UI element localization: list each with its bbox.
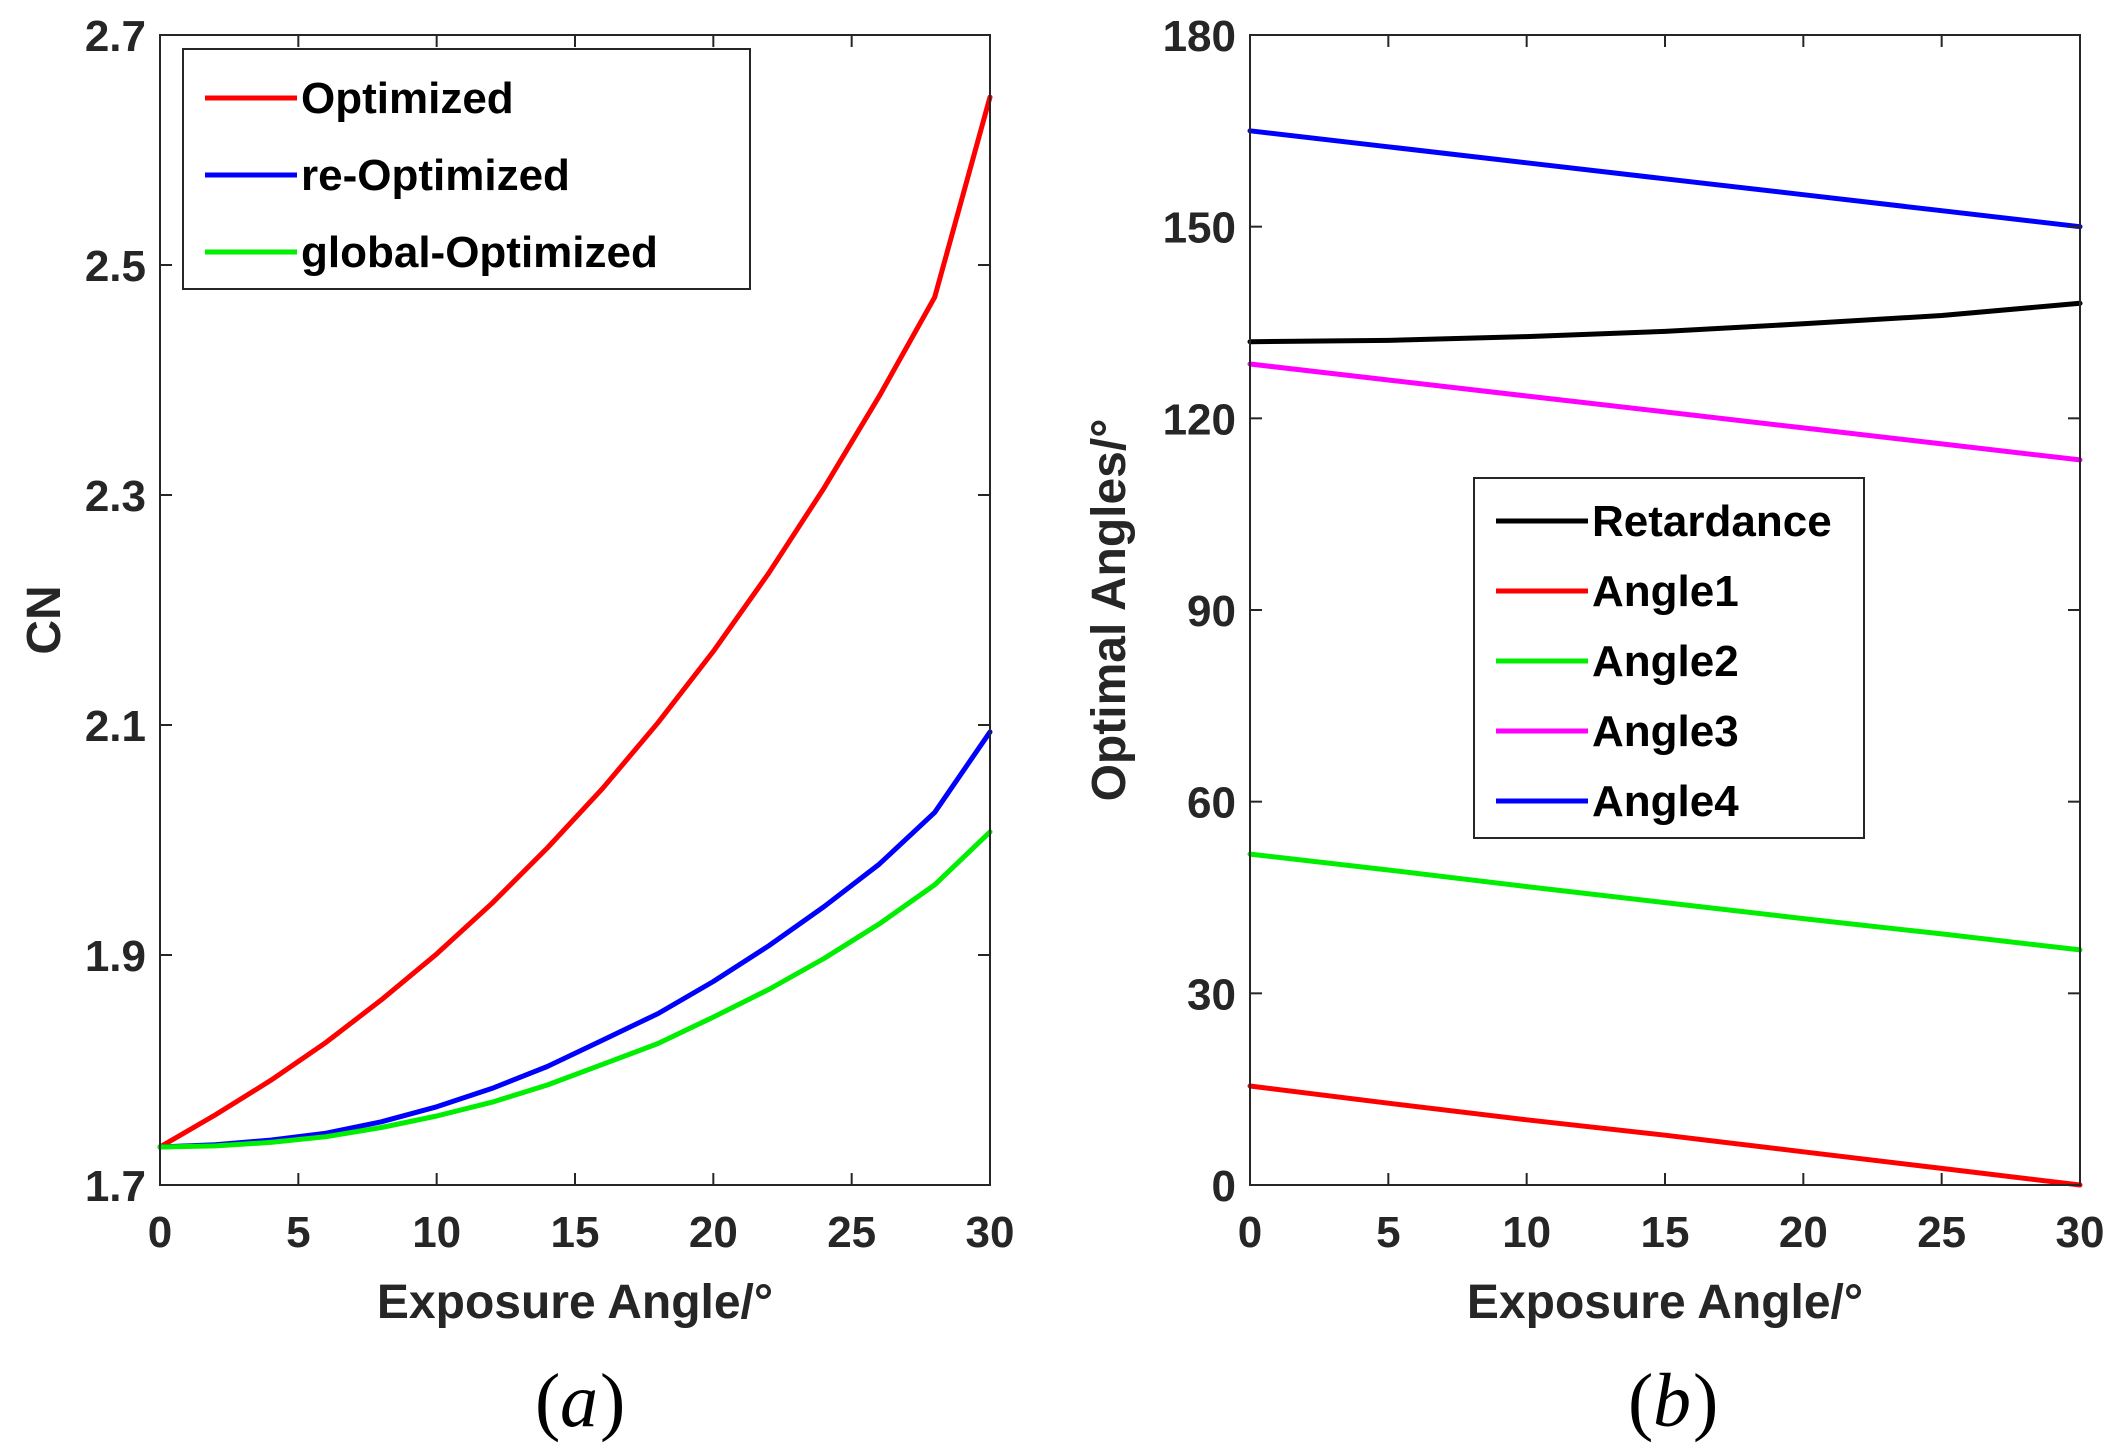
panel-b-caption-open: ( bbox=[1628, 1359, 1653, 1443]
panel-b-legend-label: Angle1 bbox=[1592, 567, 1739, 616]
panel-b-series-angle1 bbox=[1247, 1083, 2083, 1188]
panel-b-legend: Retardance Angle1 Angle2 Angle3 Angle4 bbox=[1473, 477, 1865, 839]
panel-b-y-tick-label: 90 bbox=[1187, 587, 1236, 636]
panel-b-x-tick-label: 0 bbox=[1238, 1208, 1262, 1257]
panel-b-x-tick-label: 10 bbox=[1502, 1208, 1551, 1257]
panel-b-x-axis-label: Exposure Angle/° bbox=[1467, 1276, 1863, 1329]
panel-a-y-tick-label: 2.5 bbox=[85, 242, 146, 291]
panel-a-y-tick-label: 1.9 bbox=[85, 932, 146, 981]
panel-a-series-optimized bbox=[157, 94, 993, 1150]
panel-a-chart: 0 5 10 15 20 25 30 1.7 1.9 2.1 2.3 2.5 2.7 Exposure … bbox=[18, 12, 1014, 1443]
panel-a-legend-label: global-Optimized bbox=[301, 228, 658, 277]
panel-a-x-tick-label: 30 bbox=[966, 1208, 1015, 1257]
panel-b-y-tick-label: 30 bbox=[1187, 970, 1236, 1019]
panel-b-caption-letter: b bbox=[1653, 1359, 1691, 1443]
panel-b-y-tick-label: 60 bbox=[1187, 779, 1236, 828]
panel-a-caption: ( a ) bbox=[535, 1359, 625, 1443]
panel-b-ticks: 0 5 10 15 20 25 30 0 30 60 90 120 150 180 bbox=[1163, 12, 2105, 1257]
panel-b-series-angle4 bbox=[1247, 128, 2083, 230]
panel-b-series-angle3 bbox=[1247, 361, 2083, 463]
panel-b-legend-box bbox=[1473, 477, 1865, 839]
panel-b-legend-label: Angle3 bbox=[1592, 707, 1739, 756]
panel-a-x-axis-label: Exposure Angle/° bbox=[377, 1276, 773, 1329]
panel-a-y-tick-label: 2.7 bbox=[85, 12, 146, 61]
panel-a-y-tick-label: 1.7 bbox=[85, 1162, 146, 1211]
panel-a-y-axis-label: CN bbox=[18, 585, 71, 654]
panel-b-caption: ( b ) bbox=[1628, 1359, 1718, 1443]
panel-b-x-tick-label: 5 bbox=[1376, 1208, 1400, 1257]
panel-a-series-group bbox=[157, 94, 993, 1150]
panel-a-x-tick-label: 10 bbox=[412, 1208, 461, 1257]
panel-a-legend-box bbox=[182, 48, 751, 290]
panel-b-y-axis-label: Optimal Angles/° bbox=[1083, 419, 1136, 802]
panel-b-x-tick-label: 20 bbox=[1779, 1208, 1828, 1257]
panel-b-y-tick-label: 180 bbox=[1163, 12, 1236, 61]
panel-a-series-re-optimized bbox=[157, 729, 993, 1150]
panel-a-x-tick-label: 25 bbox=[827, 1208, 876, 1257]
panel-a-x-tick-label: 5 bbox=[286, 1208, 310, 1257]
panel-a-legend-label: Optimized bbox=[301, 74, 514, 123]
panel-a-caption-letter: a bbox=[560, 1359, 598, 1443]
panel-a-y-tick-label: 2.3 bbox=[85, 472, 146, 521]
panel-b-legend-label: Angle4 bbox=[1592, 777, 1739, 826]
panel-a-legend: Optimized re-Optimized global-Optimized bbox=[182, 48, 751, 290]
panel-b-y-tick-label: 150 bbox=[1163, 204, 1236, 253]
panel-a-caption-open: ( bbox=[535, 1359, 560, 1443]
panel-b-caption-close: ) bbox=[1693, 1359, 1718, 1443]
panel-b-x-tick-label: 25 bbox=[1917, 1208, 1966, 1257]
panel-a-caption-close: ) bbox=[600, 1359, 625, 1443]
panel-b-y-tick-label: 120 bbox=[1163, 395, 1236, 444]
panel-a-legend-label: re-Optimized bbox=[301, 151, 570, 200]
panel-b-legend-label: Angle2 bbox=[1592, 637, 1739, 686]
panel-b-x-tick-label: 15 bbox=[1641, 1208, 1690, 1257]
panel-b-series-retardance bbox=[1247, 300, 2083, 345]
panel-b-y-tick-label: 0 bbox=[1212, 1162, 1236, 1211]
panel-a-ticks: 0 5 10 15 20 25 30 1.7 1.9 2.1 2.3 2.5 2.7 bbox=[85, 12, 1015, 1257]
panel-a-x-tick-label: 0 bbox=[148, 1208, 172, 1257]
panel-b-legend-label: Retardance bbox=[1592, 497, 1832, 546]
panel-a-y-tick-label: 2.1 bbox=[85, 702, 146, 751]
panel-a-x-tick-label: 15 bbox=[551, 1208, 600, 1257]
panel-b-series-group bbox=[1247, 128, 2083, 1188]
panel-a-series-global-optimized bbox=[157, 829, 993, 1150]
panel-a-x-tick-label: 20 bbox=[689, 1208, 738, 1257]
panel-b-chart: 0 5 10 15 20 25 30 0 30 60 90 120 150 180 Exposure An… bbox=[1083, 12, 2104, 1443]
panel-b-x-tick-label: 30 bbox=[2056, 1208, 2105, 1257]
panel-b-series-angle2 bbox=[1247, 851, 2083, 953]
